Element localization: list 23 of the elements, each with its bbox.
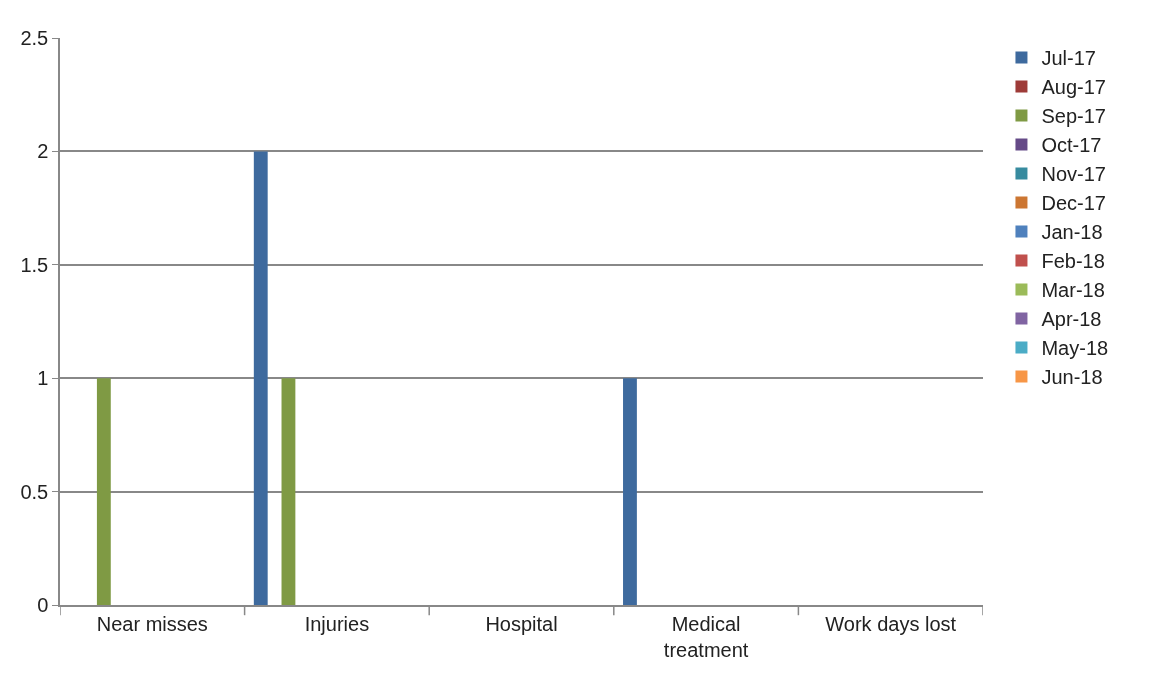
legend-label: Jul-17 [1041,47,1096,70]
legend-label: Jun-18 [1041,366,1103,389]
y-tick-label: 1 [37,367,49,390]
legend-label: Feb-18 [1041,250,1105,273]
y-tick-label: 0.5 [20,480,49,503]
y-tick-label: 1.5 [20,253,49,276]
x-tick-label: Work days lost [825,612,957,635]
legend-label: Oct-17 [1041,134,1102,157]
legend-label: Apr-18 [1041,308,1102,331]
x-tick-label: Injuries [304,612,370,635]
legend-label: Jan-18 [1041,221,1103,244]
legend-label: Nov-17 [1041,163,1106,186]
legend-label: Sep-17 [1041,105,1106,128]
legend-label: Mar-18 [1041,279,1105,302]
legend-label: Dec-17 [1041,192,1106,215]
y-tick-label: 2 [37,140,49,163]
legend-label: May-18 [1041,337,1109,360]
y-tick-label: 0 [37,594,49,616]
x-tick-label: Near misses [96,612,208,635]
legend-label: Aug-17 [1041,76,1106,99]
y-tick-label: 2.5 [20,27,49,49]
x-tick-label: Medical treatment [663,612,749,661]
x-tick-label: Hospital [485,612,558,635]
